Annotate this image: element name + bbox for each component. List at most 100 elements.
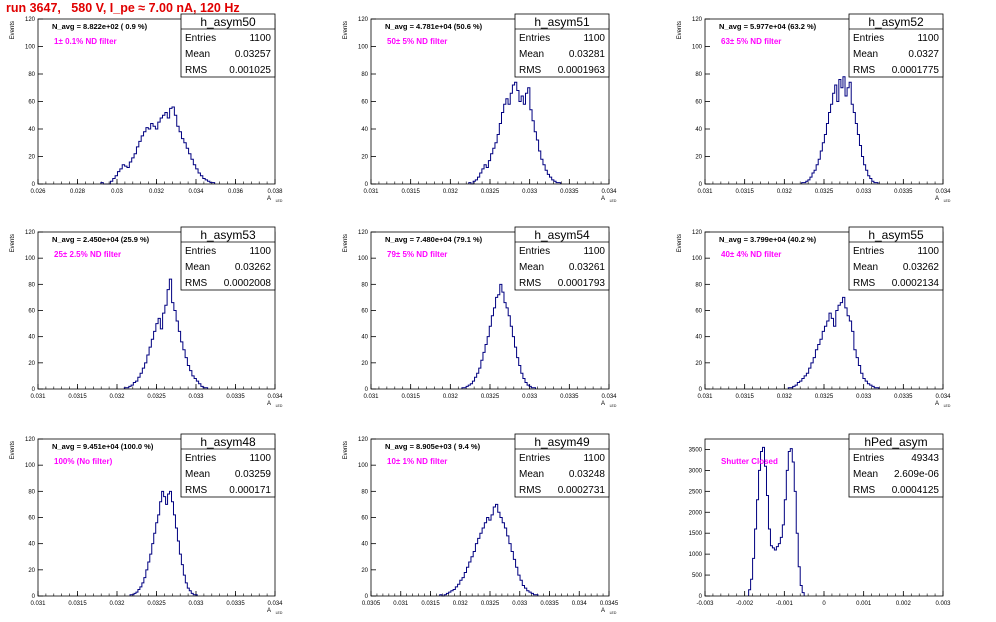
y-tick-label: 40 — [361, 335, 368, 341]
histogram-panel-h_asym55: 0.031 0.0315 0.032 0.0325 0.033 0.0335 0.034 0 2… — [677, 226, 951, 408]
navg-label: N_avg = 2.450e+04 (25.9 %) — [52, 235, 150, 244]
x-tick-label: -0.002 — [736, 601, 754, 607]
y-tick-label: 120 — [358, 17, 369, 23]
y-tick-label: 120 — [692, 17, 703, 23]
histogram-name: hPed_asym — [864, 435, 927, 449]
y-axis-label: Events — [343, 234, 349, 252]
stat-label: RMS — [185, 278, 208, 289]
x-tick-label: 0.031 — [393, 601, 409, 607]
y-tick-label: 120 — [25, 17, 36, 23]
y-tick-label: 100 — [358, 463, 369, 469]
stat-value: 0.000171 — [229, 485, 271, 496]
x-tick-label: 0.032 — [777, 189, 793, 195]
filter-note: 25± 2.5% ND filter — [54, 250, 121, 259]
y-tick-label: 40 — [695, 335, 702, 341]
stat-value: 1100 — [583, 453, 605, 464]
x-tick-label: 0.03 — [111, 189, 123, 195]
x-tick-label: 0.0325 — [147, 394, 166, 400]
stat-label: Mean — [853, 469, 878, 480]
stat-value: 0.0001775 — [892, 65, 940, 76]
x-axis-label-sub: LED — [610, 199, 617, 203]
x-tick-label: 0 — [822, 601, 826, 607]
y-tick-label: 0 — [699, 182, 703, 188]
y-tick-label: 60 — [361, 516, 368, 522]
y-tick-label: 60 — [695, 309, 702, 315]
y-tick-label: 80 — [361, 72, 368, 78]
y-tick-label: 2500 — [689, 489, 703, 495]
y-tick-label: 120 — [358, 230, 369, 236]
y-tick-label: 40 — [695, 127, 702, 133]
stat-label: RMS — [185, 65, 208, 76]
stats-box — [848, 13, 944, 78]
filter-note: 40± 4% ND filter — [721, 250, 781, 259]
stats-box — [514, 226, 610, 291]
stat-value: 1100 — [583, 33, 605, 44]
x-tick-label: 0.033 — [512, 601, 528, 607]
y-tick-label: 80 — [28, 282, 35, 288]
y-axis-label: Events — [10, 234, 16, 252]
x-axis-label: A — [935, 401, 939, 407]
x-tick-label: 0.032 — [109, 394, 125, 400]
filter-note: 50± 5% ND filter — [387, 37, 447, 46]
x-tick-label: -0.003 — [696, 601, 714, 607]
y-axis-label: Events — [343, 441, 349, 459]
x-tick-label: 0.033 — [522, 394, 538, 400]
x-tick-label: 0.034 — [267, 601, 283, 607]
y-tick-label: 40 — [361, 542, 368, 548]
stat-label: Mean — [519, 469, 544, 480]
stat-label: Entries — [519, 33, 550, 44]
histogram-name: h_asym49 — [534, 435, 590, 449]
y-tick-label: 120 — [692, 230, 703, 236]
x-tick-label: 0.002 — [896, 601, 912, 607]
x-axis-label: A — [601, 196, 605, 202]
x-tick-label: 0.0315 — [735, 189, 754, 195]
y-tick-label: 80 — [28, 72, 35, 78]
x-tick-label: 0.028 — [70, 189, 86, 195]
y-tick-label: 20 — [28, 568, 35, 574]
plot-frame — [370, 18, 610, 185]
x-axis-label-sub: LED — [944, 199, 951, 203]
navg-label: N_avg = 8.822e+02 ( 0.9 %) — [52, 22, 148, 31]
page-title: run 3647, 580 V, I_pe ≈ 7.00 nA, 120 Hz — [6, 1, 240, 15]
x-tick-label: 0.032 — [777, 394, 793, 400]
y-tick-label: 60 — [28, 516, 35, 522]
y-tick-label: 0 — [365, 387, 369, 393]
x-axis-label: A — [267, 196, 271, 202]
x-tick-label: 0.026 — [30, 189, 46, 195]
y-tick-label: 0 — [365, 594, 369, 600]
histogram-name: h_asym53 — [200, 228, 256, 242]
y-tick-label: 0 — [365, 182, 369, 188]
x-tick-label: 0.0325 — [815, 189, 834, 195]
x-tick-label: 0.034 — [572, 601, 588, 607]
y-tick-label: 0 — [32, 387, 36, 393]
histogram-line — [787, 296, 880, 389]
x-axis-label-sub: LED — [276, 611, 283, 615]
stat-label: Mean — [185, 262, 210, 273]
stat-label: Entries — [519, 246, 550, 257]
x-tick-label: 0.031 — [363, 189, 379, 195]
plot-frame — [704, 231, 944, 390]
stat-label: Mean — [185, 469, 210, 480]
stat-value: 0.03261 — [569, 262, 606, 273]
x-tick-label: 0.031 — [30, 394, 46, 400]
x-tick-label: 0.032 — [109, 601, 125, 607]
stat-label: Entries — [185, 33, 216, 44]
x-tick-label: 0.033 — [856, 394, 872, 400]
y-tick-label: 20 — [28, 361, 35, 367]
navg-label: N_avg = 3.799e+04 (40.2 %) — [719, 235, 817, 244]
stat-label: Mean — [853, 262, 878, 273]
x-tick-label: -0.001 — [776, 601, 794, 607]
stat-value: 0.001025 — [229, 65, 271, 76]
navg-label: N_avg = 8.905e+03 ( 9.4 %) — [385, 442, 481, 451]
y-tick-label: 0 — [32, 594, 36, 600]
x-tick-label: 0.033 — [522, 189, 538, 195]
x-tick-label: 0.0325 — [481, 394, 500, 400]
x-axis-label: A — [267, 401, 271, 407]
navg-label: N_avg = 4.781e+04 (50.6 %) — [385, 22, 483, 31]
x-tick-label: 0.033 — [188, 601, 204, 607]
x-tick-label: 0.0335 — [894, 189, 913, 195]
stat-value: 1100 — [249, 246, 271, 257]
x-tick-label: 0.0325 — [147, 601, 166, 607]
x-tick-label: 0.0315 — [421, 601, 440, 607]
x-tick-label: 0.0325 — [815, 394, 834, 400]
